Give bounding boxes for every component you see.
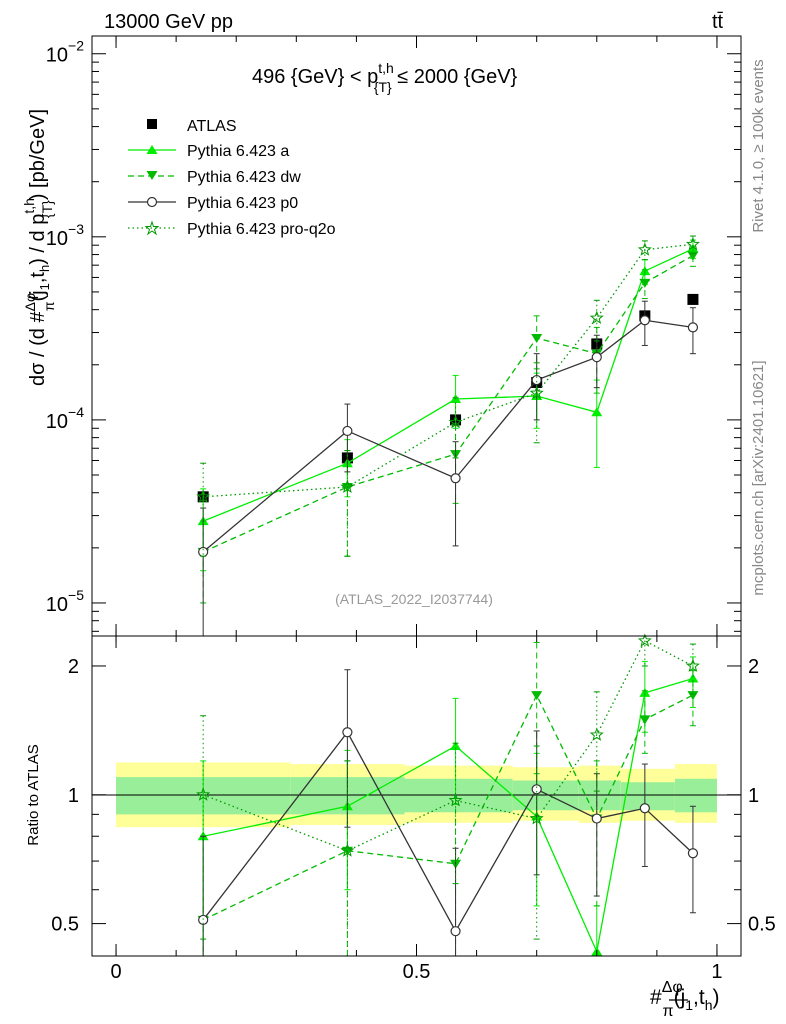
ratio-ticks: 0.5 0.5 1 1 2 2 0 0.5 1 <box>51 636 776 983</box>
main-point <box>637 242 652 256</box>
ratio-ytick-label-right: 1 <box>748 785 759 807</box>
ratio-point <box>687 848 699 859</box>
main-series-pythia-6-423-a <box>197 239 699 572</box>
ratio-xlabel: #Δφ π(j1,th) <box>650 979 720 1020</box>
mcplots-label: mcplots.cern.ch [arXiv:2401.10621] <box>750 360 767 595</box>
ratio-point <box>340 843 355 857</box>
ratio-series-pythia-6-423-p0 <box>198 669 699 957</box>
main-point <box>591 407 603 417</box>
main-point <box>687 293 699 305</box>
ratio-point <box>531 691 543 701</box>
legend-entry-atlas: ATLAS <box>147 118 237 135</box>
ratio-ytick-label-left: 2 <box>68 656 79 678</box>
main-ylabel: dσ / (d #Δφ π(j1,th) / d pt,h {T}) [pb/GeV… <box>21 109 57 386</box>
legend-label-pythia-p0: Pythia 6.423 p0 <box>187 195 298 212</box>
legend: ATLAS Pythia 6.423 a Pythia 6.423 dw Pyt… <box>128 118 336 238</box>
ratio-point <box>342 727 353 738</box>
main-point <box>591 352 602 363</box>
ratio-xtick-label: 0.5 <box>403 961 431 983</box>
main-ytick-label: 10−4 <box>46 404 84 433</box>
legend-marker-pythia-p0 <box>146 196 158 208</box>
ratio-point <box>196 787 211 801</box>
main-series-pythia-6-423-pro-q2o <box>196 235 700 557</box>
ratio-point <box>639 715 651 725</box>
main-point <box>450 473 461 484</box>
main-line-pythia-6-423-pro-q2o <box>203 243 694 498</box>
rivet-label: Rivet 4.1.0, ≥ 100k events <box>750 59 767 232</box>
main-series-atlas <box>197 293 699 503</box>
ratio-point <box>687 691 699 701</box>
main-panel: 10−5 10−4 10−3 10−2 496 {GeV} < pt,h {T} ≤ 2… <box>21 35 742 637</box>
ratio-point <box>637 633 652 647</box>
ratio-point <box>687 673 699 683</box>
ratio-ylabel: Ratio to ATLAS <box>25 744 42 845</box>
ratio-curves <box>196 633 700 957</box>
main-point <box>687 322 699 333</box>
main-point <box>685 236 700 251</box>
ratio-ytick-label-left: 1 <box>68 785 79 807</box>
main-point <box>448 414 463 429</box>
ratio-point <box>448 793 463 807</box>
main-point <box>639 278 651 288</box>
main-point <box>639 315 650 326</box>
ratio-series-pythia-6-423-pro-q2o <box>196 633 700 957</box>
main-ticks: 10−5 10−4 10−3 10−2 <box>46 36 741 636</box>
ratio-band-inner <box>404 778 513 813</box>
main-point <box>531 374 542 386</box>
legend-marker-pythia-dw <box>146 171 158 180</box>
legend-marker-pythia-a <box>146 145 158 154</box>
main-line-pythia-6-423-a <box>202 248 694 522</box>
ratio-point <box>639 803 650 814</box>
legend-entry-pythia-dw: Pythia 6.423 dw <box>128 169 301 186</box>
ratio-ytick-label-right: 2 <box>748 656 759 678</box>
legend-marker-atlas <box>147 119 157 129</box>
legend-entry-pythia-pro-q2o: Pythia 6.423 pro-q2o <box>128 220 336 238</box>
ratio-panel: 0.5 0.5 1 1 2 2 0 0.5 1 Ratio to ATLAS #Δφ π(j1,t… <box>25 633 776 1020</box>
legend-label-pythia-pro-q2o: Pythia 6.423 pro-q2o <box>187 221 336 238</box>
main-line-pythia-6-423-p0 <box>202 319 694 553</box>
ratio-point <box>529 811 544 825</box>
main-point <box>340 479 355 493</box>
main-ytick-label: 10−5 <box>46 587 84 616</box>
ratio-band-inner <box>674 778 717 813</box>
main-point <box>529 385 544 400</box>
main-curves <box>196 235 700 637</box>
process-label: tt̄ <box>712 11 724 33</box>
main-point <box>687 251 699 261</box>
ratio-point <box>589 727 604 741</box>
main-point <box>196 489 211 503</box>
main-point <box>531 334 543 344</box>
ratio-xtick-label: 0 <box>110 961 121 983</box>
main-point <box>589 310 604 325</box>
ratio-point <box>531 784 542 795</box>
analysis-watermark: (ATLAS_2022_I2037744) <box>335 591 493 607</box>
main-point <box>342 425 353 437</box>
ratio-ytick-label-left: 0.5 <box>51 914 79 936</box>
legend-label-pythia-a: Pythia 6.423 a <box>187 143 289 160</box>
energy-label: 13000 GeV pp <box>104 11 233 33</box>
ratio-point <box>450 926 461 937</box>
ratio-point <box>591 813 602 824</box>
legend-entry-pythia-a: Pythia 6.423 a <box>128 143 289 160</box>
legend-label-pythia-dw: Pythia 6.423 dw <box>187 169 301 186</box>
ratio-point <box>198 914 209 926</box>
main-series-pythia-6-423-p0 <box>198 300 699 637</box>
main-ytick-label: 10−2 <box>46 38 84 67</box>
ratio-point <box>685 658 700 672</box>
ratio-xtick-label: 1 <box>711 961 722 983</box>
legend-marker-pythia-pro-q2o <box>144 220 160 236</box>
legend-entry-pythia-p0: Pythia 6.423 p0 <box>128 195 298 212</box>
ratio-ytick-label-right: 0.5 <box>748 914 776 936</box>
main-series-pythia-6-423-dw <box>197 245 699 604</box>
legend-label-atlas: ATLAS <box>187 118 237 135</box>
ratio-point <box>450 741 462 751</box>
main-ytick-label: 10−3 <box>46 221 84 250</box>
main-title: 496 {GeV} < pt,h {T} ≤ 2000 {GeV} <box>252 60 518 95</box>
